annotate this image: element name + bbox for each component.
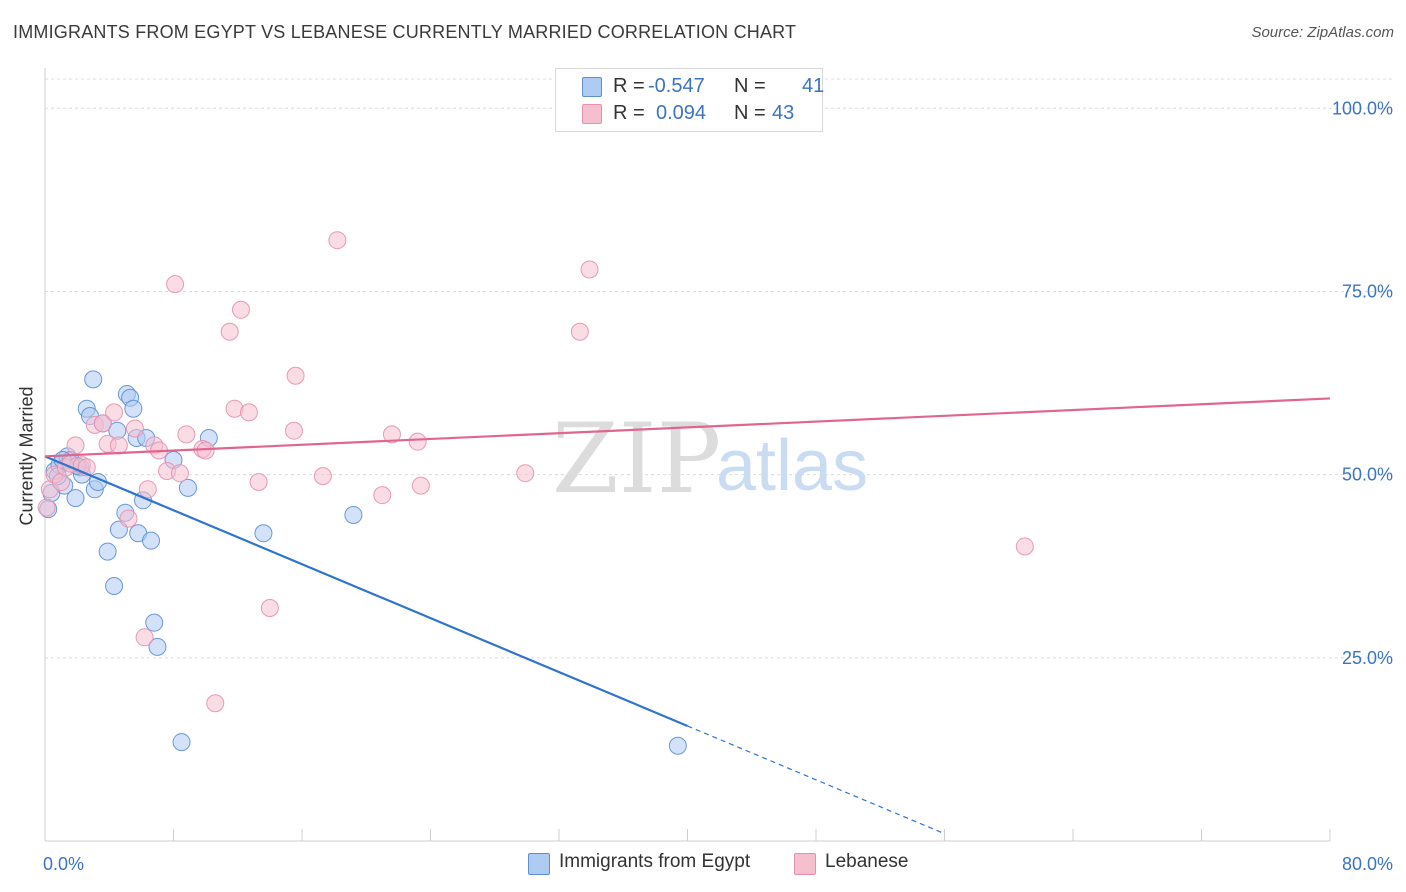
egypt-trend-extension: [687, 725, 945, 835]
series-name-egypt: Immigrants from Egypt: [559, 851, 751, 872]
legend-r-value: 0.094: [656, 102, 707, 124]
lebanese-point: [93, 414, 112, 433]
egypt-point: [124, 399, 143, 418]
y-tick-label: 25.0%: [1342, 648, 1393, 668]
series-swatch-egypt: [528, 853, 550, 875]
tick-labels: 25.0% 50.0% 75.0% 100.0% 0.0% 80.0%: [43, 98, 1393, 874]
lebanese-point: [408, 432, 427, 451]
egypt-point: [254, 524, 273, 543]
egypt-point: [145, 613, 164, 632]
lebanese-point: [411, 476, 430, 495]
lebanese-point: [231, 300, 250, 319]
legend-r-label: R =: [613, 102, 645, 124]
egypt-point: [105, 577, 124, 596]
lebanese-point: [1015, 537, 1034, 556]
lebanese-point: [109, 436, 128, 455]
egypt-point: [344, 505, 363, 524]
trend-lines: [44, 397, 1331, 835]
egypt-point: [142, 531, 161, 550]
y-tick-label: 100.0%: [1332, 98, 1393, 118]
lebanese-point: [177, 425, 196, 444]
lebanese-point: [125, 419, 144, 438]
lebanese-point: [170, 464, 189, 483]
lebanese-point: [138, 480, 157, 499]
legend-swatch-lebanese: [582, 104, 602, 124]
legend-swatch-egypt: [582, 77, 602, 97]
lebanese-point: [220, 322, 239, 341]
lebanese-point: [37, 498, 56, 517]
watermark-atlas: atlas: [716, 426, 868, 506]
lebanese-point: [284, 421, 303, 440]
watermark: ZIP atlas: [552, 403, 868, 515]
lebanese-point: [328, 231, 347, 250]
legend-n-value: 43: [772, 102, 795, 124]
lebanese-point: [286, 366, 305, 385]
lebanese-point: [239, 403, 258, 422]
egypt-point: [178, 478, 197, 497]
legend-r-label: R =: [613, 75, 645, 97]
lebanese-point: [260, 599, 279, 618]
source-label: Source: ZipAtlas.com: [1251, 24, 1394, 41]
legend-n-value: 41: [802, 75, 825, 97]
y-tick-label: 75.0%: [1342, 281, 1393, 301]
lebanese-point: [135, 628, 154, 647]
data-points: [37, 231, 1034, 755]
gridlines: [45, 78, 1393, 659]
legend-n-label: N =: [734, 75, 766, 97]
egypt-point: [98, 542, 117, 561]
lebanese-point: [105, 403, 124, 422]
lebanese-point: [206, 694, 225, 713]
lebanese-point: [196, 441, 215, 460]
lebanese-point: [373, 486, 392, 505]
legend-r-value: -0.547: [648, 75, 705, 97]
egypt-point: [84, 370, 103, 389]
lebanese-point: [580, 260, 599, 279]
egypt-point: [668, 736, 687, 755]
egypt-trend-line: [44, 455, 688, 727]
axes: [44, 68, 1331, 842]
watermark-zip: ZIP: [552, 403, 721, 515]
egypt-point: [172, 733, 191, 752]
series-name-lebanese: Lebanese: [825, 851, 909, 872]
lebanese-point: [166, 275, 185, 294]
correlation-legend: R = -0.547 N = 41 R = 0.094 N = 43: [555, 68, 825, 132]
lebanese-point: [66, 436, 85, 455]
egypt-point: [66, 489, 85, 508]
x-tick-label: 80.0%: [1342, 854, 1393, 874]
lebanese-trend-line: [44, 397, 1331, 458]
x-tick-label: 0.0%: [43, 854, 84, 874]
egypt-point: [148, 637, 167, 656]
lebanese-point: [570, 322, 589, 341]
lebanese-point: [119, 509, 138, 528]
lebanese-point: [382, 425, 401, 444]
lebanese-point: [516, 464, 535, 483]
chart-title: IMMIGRANTS FROM EGYPT VS LEBANESE CURREN…: [13, 22, 797, 42]
legend-n-label: N =: [734, 102, 766, 124]
lebanese-point: [313, 467, 332, 486]
series-swatch-lebanese: [794, 853, 816, 875]
y-tick-label: 50.0%: [1342, 465, 1393, 485]
lebanese-point: [249, 472, 268, 491]
